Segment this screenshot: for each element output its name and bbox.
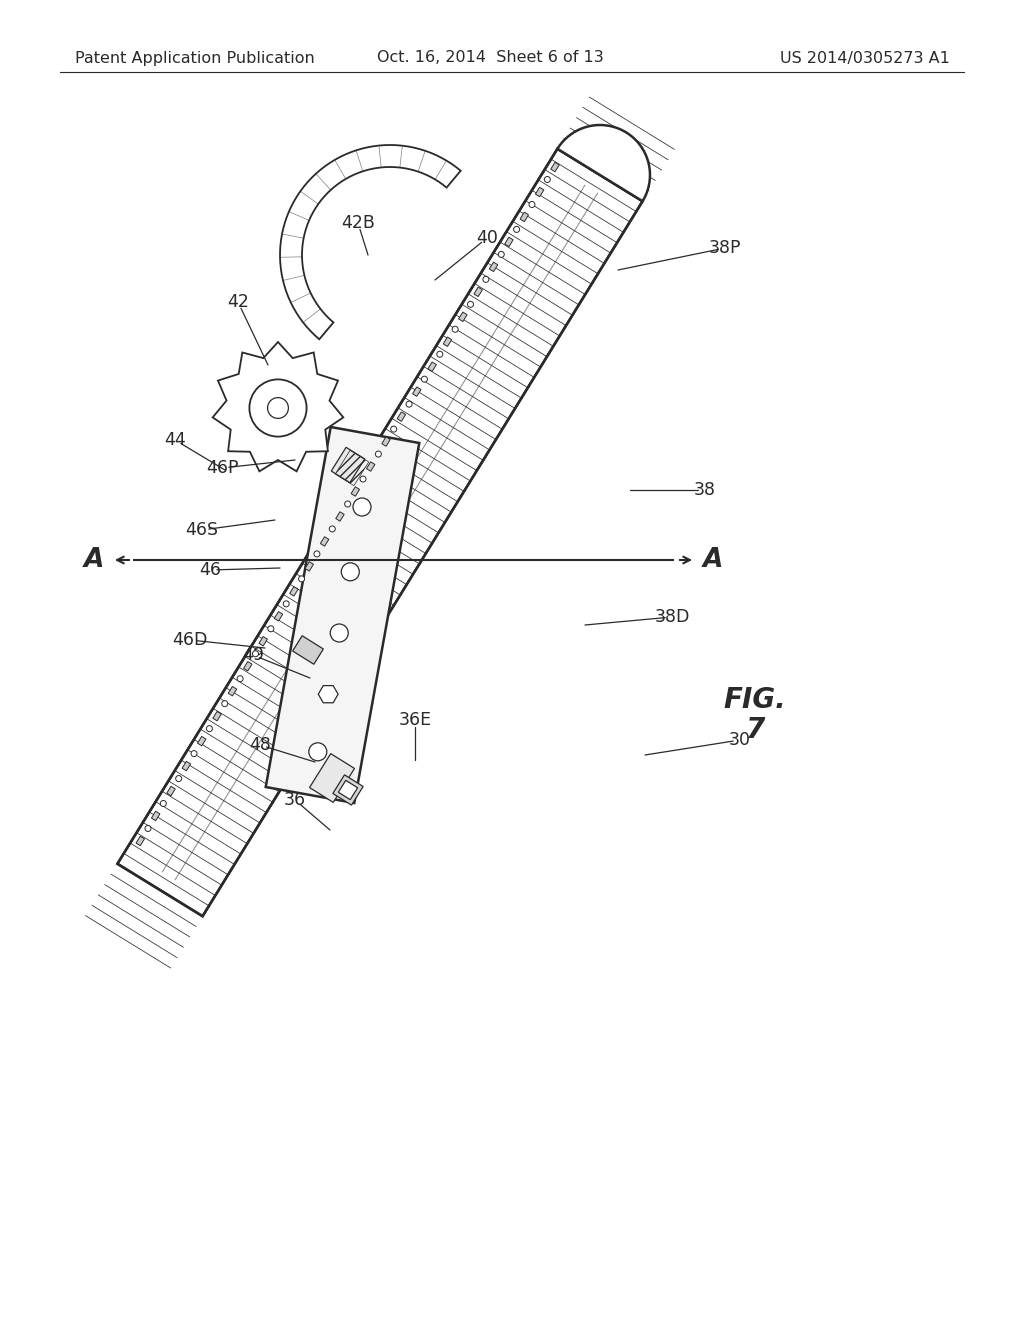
Circle shape (253, 651, 258, 657)
Polygon shape (331, 447, 365, 483)
Circle shape (529, 202, 535, 207)
Circle shape (391, 426, 396, 432)
Polygon shape (136, 837, 144, 846)
Text: 36: 36 (284, 791, 306, 809)
Text: FIG.: FIG. (724, 686, 786, 714)
Circle shape (422, 376, 427, 383)
Circle shape (330, 525, 335, 532)
Circle shape (353, 498, 371, 516)
Polygon shape (489, 263, 498, 272)
Polygon shape (428, 362, 436, 371)
Text: 42B: 42B (341, 214, 375, 232)
Polygon shape (305, 562, 313, 572)
Polygon shape (318, 685, 338, 702)
Circle shape (407, 401, 412, 407)
Polygon shape (321, 537, 329, 546)
Text: US 2014/0305273 A1: US 2014/0305273 A1 (780, 50, 950, 66)
Polygon shape (382, 437, 390, 446)
Circle shape (345, 502, 350, 507)
Circle shape (437, 351, 442, 358)
Text: 48: 48 (249, 737, 271, 754)
Polygon shape (265, 426, 419, 803)
Text: 42: 42 (227, 293, 249, 312)
Polygon shape (198, 737, 206, 746)
Circle shape (483, 276, 488, 282)
Polygon shape (338, 780, 357, 800)
Polygon shape (536, 187, 544, 197)
Polygon shape (280, 145, 461, 339)
Polygon shape (557, 125, 650, 201)
Circle shape (299, 576, 304, 582)
Polygon shape (309, 754, 354, 803)
Circle shape (191, 751, 197, 756)
Polygon shape (413, 387, 421, 396)
Text: A: A (84, 546, 104, 573)
Circle shape (376, 451, 381, 457)
Circle shape (238, 676, 243, 681)
Circle shape (207, 726, 212, 731)
Polygon shape (474, 288, 482, 297)
Polygon shape (293, 636, 324, 664)
Circle shape (267, 397, 289, 418)
Text: 46P: 46P (206, 459, 239, 477)
Circle shape (453, 326, 458, 333)
Text: 38P: 38P (709, 239, 741, 257)
Circle shape (145, 825, 151, 832)
Circle shape (176, 776, 181, 781)
Polygon shape (397, 412, 406, 421)
Circle shape (331, 624, 348, 642)
Circle shape (360, 477, 366, 482)
Circle shape (284, 601, 289, 607)
Text: Oct. 16, 2014  Sheet 6 of 13: Oct. 16, 2014 Sheet 6 of 13 (377, 50, 603, 66)
Text: 36E: 36E (398, 711, 431, 729)
Circle shape (545, 177, 550, 182)
Polygon shape (290, 586, 298, 597)
Polygon shape (333, 775, 364, 805)
Polygon shape (118, 149, 643, 916)
Circle shape (309, 743, 327, 760)
Text: 30: 30 (729, 731, 751, 748)
Polygon shape (505, 238, 513, 247)
Text: 38: 38 (694, 480, 716, 499)
Circle shape (250, 379, 306, 437)
Circle shape (268, 626, 273, 632)
Polygon shape (213, 711, 221, 721)
Polygon shape (167, 787, 175, 796)
Text: 46D: 46D (172, 631, 208, 649)
Circle shape (222, 701, 227, 706)
Text: 49: 49 (242, 645, 264, 664)
Circle shape (468, 301, 473, 308)
Circle shape (314, 550, 319, 557)
Polygon shape (182, 762, 190, 771)
Text: 44: 44 (164, 432, 186, 449)
Text: 40: 40 (476, 228, 498, 247)
Circle shape (514, 227, 519, 232)
Polygon shape (336, 512, 344, 521)
Text: 46S: 46S (185, 521, 218, 539)
Text: A: A (703, 546, 723, 573)
Polygon shape (443, 337, 452, 346)
Polygon shape (459, 312, 467, 322)
Polygon shape (551, 162, 559, 172)
Polygon shape (351, 487, 359, 496)
Circle shape (499, 251, 504, 257)
Polygon shape (152, 812, 160, 821)
Polygon shape (213, 342, 343, 471)
Polygon shape (259, 636, 267, 645)
Text: 38D: 38D (654, 609, 690, 626)
Circle shape (161, 800, 166, 807)
Text: 46: 46 (199, 561, 221, 579)
Polygon shape (244, 661, 252, 671)
Polygon shape (274, 611, 283, 620)
Polygon shape (367, 462, 375, 471)
Text: 7: 7 (745, 715, 765, 744)
Polygon shape (228, 686, 237, 696)
Circle shape (341, 562, 359, 581)
Polygon shape (520, 213, 528, 222)
Text: Patent Application Publication: Patent Application Publication (75, 50, 314, 66)
